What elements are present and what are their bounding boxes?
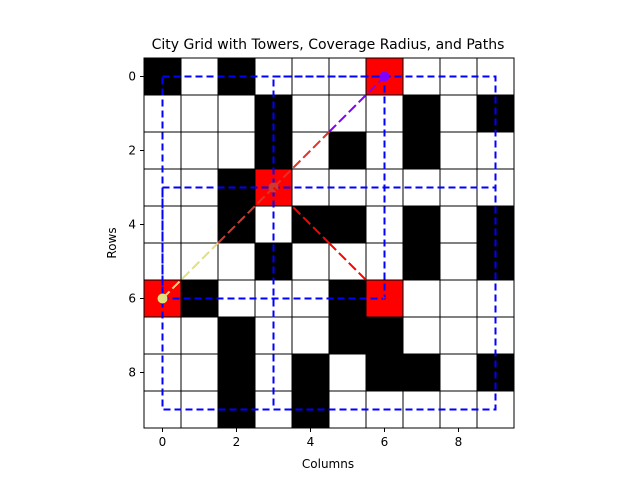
x-tick-label: 8 <box>455 435 463 449</box>
grid-cell <box>180 316 219 355</box>
grid-cell <box>439 316 478 355</box>
x-tick-label: 0 <box>159 435 167 449</box>
grid-cell <box>328 353 367 392</box>
grid-cell <box>439 94 478 133</box>
grid-cell <box>439 57 478 96</box>
y-tick-label: 8 <box>128 366 136 380</box>
grid-cell <box>402 353 441 392</box>
x-tick-label: 6 <box>381 435 389 449</box>
path-segment <box>272 186 330 244</box>
grid-cell <box>291 242 330 281</box>
grid-cell <box>439 205 478 244</box>
grid-cell <box>180 131 219 170</box>
grid-cell <box>328 131 367 170</box>
grid-cell <box>291 353 330 392</box>
coverage-rectangle <box>161 186 497 411</box>
grid-cell <box>402 279 441 318</box>
grid-cell <box>328 168 367 207</box>
plot-frame <box>143 57 515 429</box>
path-segment <box>161 242 219 300</box>
x-tick-label: 4 <box>307 435 315 449</box>
grid-cell <box>217 94 256 133</box>
y-axis-label: Rows <box>105 227 119 258</box>
path-segment <box>217 186 275 244</box>
y-axis-ticks: 0 2 4 6 8 <box>128 70 144 380</box>
grid-cell <box>217 316 256 355</box>
grid-cell <box>217 131 256 170</box>
y-tick-label: 4 <box>128 218 136 232</box>
grid-cell <box>365 316 404 355</box>
grid-cell <box>402 94 441 133</box>
path-marker <box>379 71 390 82</box>
grid-cell <box>402 242 441 281</box>
grid-cell <box>439 131 478 170</box>
grid-cell <box>439 353 478 392</box>
path-segment <box>328 242 386 300</box>
grid-cell <box>217 279 256 318</box>
grid-cell <box>402 316 441 355</box>
chart-title: City Grid with Towers, Coverage Radius, … <box>152 37 505 53</box>
y-tick-label: 0 <box>128 70 136 84</box>
grid-cell <box>439 242 478 281</box>
grid-cell <box>217 242 256 281</box>
y-tick-label: 6 <box>128 292 136 306</box>
grid-cell <box>180 94 219 133</box>
grid-cell <box>291 316 330 355</box>
grid-cell <box>328 205 367 244</box>
grid-cell <box>180 353 219 392</box>
grid-cell <box>180 205 219 244</box>
grid-cell <box>217 353 256 392</box>
grid-cell <box>402 205 441 244</box>
x-axis-label: Columns <box>302 457 354 471</box>
tower-paths <box>157 71 390 304</box>
path-marker <box>157 293 168 304</box>
path-segment <box>328 75 386 133</box>
coverage-rectangle <box>161 75 386 300</box>
grid-cell <box>328 316 367 355</box>
grid-cell <box>439 279 478 318</box>
grid-cell <box>402 131 441 170</box>
grid-cell <box>439 390 478 429</box>
path-segment <box>272 131 330 189</box>
grid-cell <box>365 353 404 392</box>
grid-cell <box>291 94 330 133</box>
x-tick-label: 2 <box>233 435 241 449</box>
y-tick-label: 2 <box>128 144 136 158</box>
x-axis-ticks: 0 2 4 6 8 <box>159 428 463 449</box>
